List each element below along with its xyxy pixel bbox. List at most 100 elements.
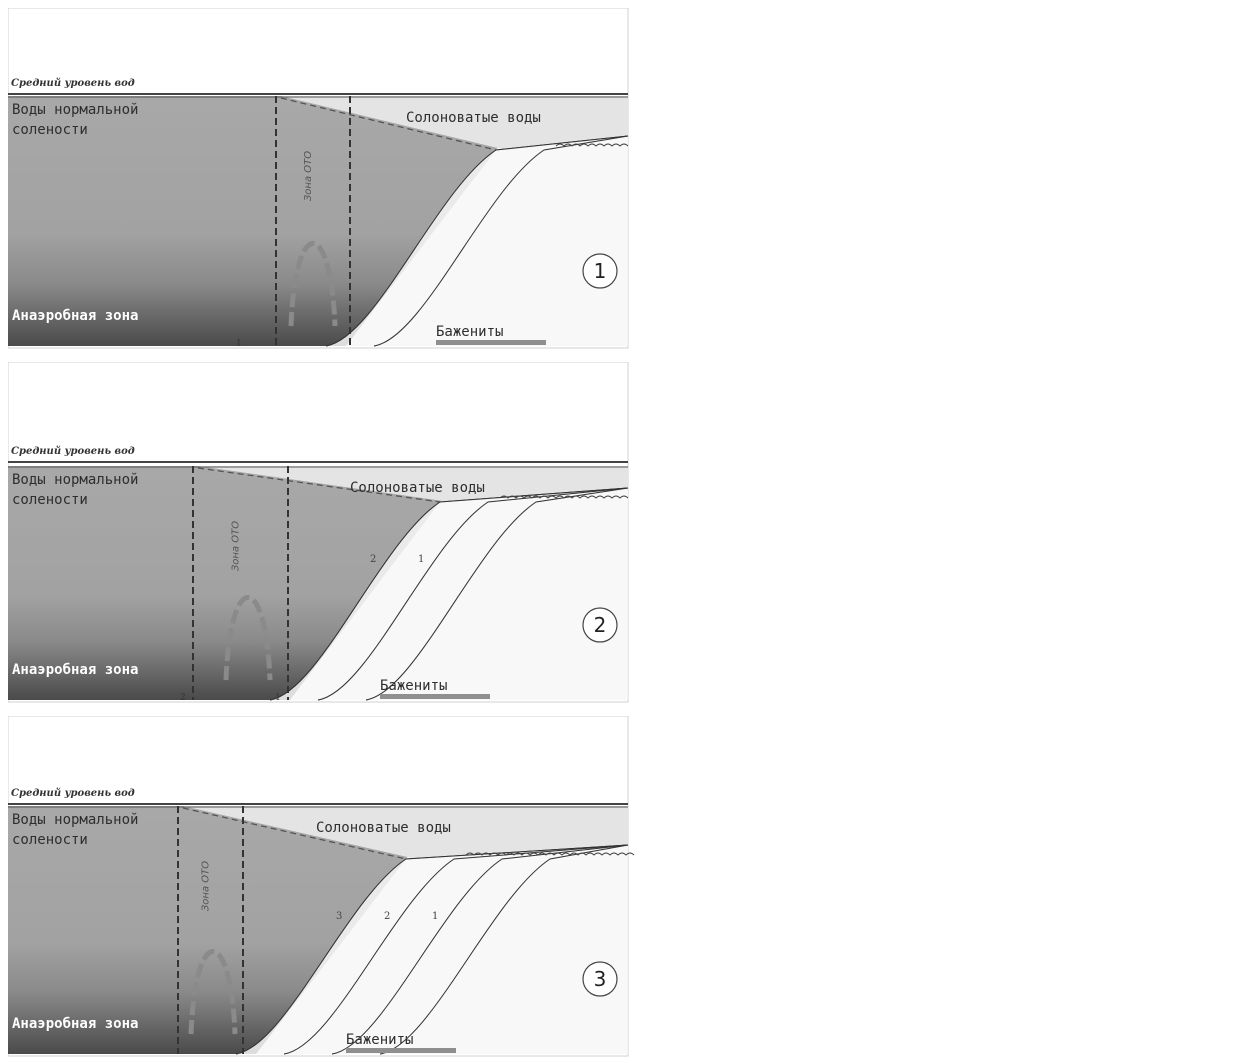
oto-zone-label: Зона ОТО (303, 151, 314, 201)
bottom-mark: 3 (720, 693, 726, 703)
clinoform-line (826, 842, 1255, 1054)
normal-salinity-label: Воды нормальной (12, 472, 138, 488)
oto-zone-label: Зона ОТО (760, 861, 771, 911)
brackish-water-wedge (963, 438, 1255, 482)
clinoform-line (810, 468, 1255, 700)
brackish-water-wedge (825, 94, 1255, 148)
normal-salinity-water (8, 806, 446, 1054)
layer-number: 4 (910, 534, 917, 545)
panel-number: 4 (1220, 259, 1234, 283)
shelf-wavy-line (1060, 142, 1255, 144)
clinoform-line (926, 134, 1255, 346)
clinoform-line (1022, 134, 1255, 346)
halocline-line (739, 808, 948, 856)
layer-number: 1 (418, 554, 424, 565)
mean-level-label: Средний уровень вод (11, 446, 135, 457)
sediment-body (326, 136, 628, 346)
clinoform-line (974, 134, 1255, 346)
clinoform-line (954, 468, 1255, 700)
normal-salinity-label: Воды (654, 812, 688, 828)
clinoform-line (317, 487, 629, 701)
bazhenite-bar (346, 1048, 456, 1053)
halocline-line (197, 467, 441, 503)
bottom-mark: 1 (878, 1047, 884, 1057)
bazhenite-bar (940, 340, 1050, 345)
anaerobic-zone-label: Анаэробная зона (654, 308, 780, 324)
shelf-wavy-line (555, 143, 629, 147)
layer-number: 2 (1006, 534, 1013, 545)
oto-zone-label: Зона ОТО (231, 521, 242, 571)
anaerobic-zone-label: зона (660, 1008, 694, 1024)
panel-number: 3 (594, 967, 607, 991)
bazhenite-bar (380, 694, 490, 699)
panel-4: Зона ОТО Бажениты Средний уровень вод Воды … (650, 8, 1255, 349)
panel-number: 6 (1220, 967, 1234, 991)
bazhenites-label: Бажениты (888, 1032, 955, 1048)
normal-salinity-label: солености (654, 120, 730, 136)
panel-number-circle (1210, 962, 1244, 996)
mean-level-label: Средний уровень вод (11, 788, 135, 799)
anaerobic-zone-label: Анаэробная зона (654, 662, 780, 678)
panel-number: 2 (594, 613, 607, 637)
clinoform-line (922, 842, 1255, 1054)
anaerobic-zone-label: Анаэроб- (652, 972, 719, 988)
layer-number: 4 (930, 200, 936, 211)
brackish-water-wedge (183, 806, 628, 859)
shelf-wavy-line (499, 495, 629, 499)
halocline-line (825, 96, 1000, 148)
bottom-mark: 1 (236, 339, 242, 349)
bazhenites-label: Бажениты (346, 1032, 413, 1048)
panel-3: Зона ОТО Бажениты Средний уровень вод Воды … (8, 716, 635, 1057)
panel-2-content: Зона ОТО Бажениты Средний уровень вод Воды … (8, 362, 629, 703)
sediment-body (830, 134, 1255, 346)
layer-number: 1 (432, 911, 438, 922)
normal-salinity-label: солености (666, 464, 742, 480)
panel-frame (650, 362, 1255, 702)
brackish-waters-label: Солоноватые воды (406, 110, 541, 126)
clinoform-line (331, 844, 629, 1055)
panel-number-circle (582, 961, 618, 997)
clinoform-line (970, 842, 1255, 1054)
clinoform-line (974, 134, 1255, 346)
anaerobic-zone-label: Анаэробная зона (12, 662, 138, 678)
sediment-body (778, 842, 1255, 1054)
brackish-water-wedge (739, 806, 1255, 856)
normal-salinity-label: нормальной (654, 832, 738, 848)
oto-curve (223, 595, 273, 681)
shelf-wavy-line (465, 852, 635, 856)
layer-number: 4 (926, 908, 932, 919)
normal-salinity-label: солености (12, 832, 88, 848)
panel-4-content: Зона ОТО Бажениты Средний уровень вод Воды … (650, 8, 1255, 349)
anaerobic-zone-label: Анаэробная зона (12, 308, 138, 324)
brackish-waters-label: Солоноватые воды (910, 108, 1045, 124)
clinoform-line (826, 842, 1255, 1054)
clinoform-line (778, 842, 1255, 1054)
oto-curve (833, 244, 877, 327)
normal-salinity-label: Воды нормальной (666, 444, 792, 460)
clinoform-line (830, 134, 1255, 346)
oto-curve (748, 952, 792, 1035)
brackish-water-wedge (198, 466, 628, 502)
bazhenite-bar (920, 694, 1030, 699)
oto-zone-label: Зона ОТО (991, 493, 1002, 543)
normal-salinity-label: Воды нормальной (12, 102, 138, 118)
halocline-line (963, 440, 980, 482)
normal-salinity-water (650, 438, 1020, 700)
clinoform-line (874, 842, 1255, 1054)
layer-number: 1 (1054, 534, 1061, 545)
clinoform-line (373, 135, 629, 347)
panel-3-content: Зона ОТО Бажениты Средний уровень вод Воды … (8, 716, 635, 1057)
normal-salinity-label: солености (654, 852, 730, 868)
mean-level-label: Средний уровень вод (653, 78, 777, 89)
clinoform-line (235, 844, 629, 1055)
panel-6: Зона ОТО Бажениты Средний уровень вод Воды н… (650, 716, 1255, 1057)
halocline-line (280, 97, 497, 151)
panel-number-circle (1210, 254, 1244, 288)
layer-number: 2 (1022, 908, 1028, 919)
bazhenites-label: Бажениты (940, 324, 1007, 340)
normal-salinity-water (8, 96, 536, 346)
oto-zone-label: Зона ОТО (201, 861, 212, 911)
clinoform-line (878, 134, 1255, 346)
layer-number: 1 (1074, 200, 1080, 211)
bottom-mark: 1 (835, 339, 841, 349)
